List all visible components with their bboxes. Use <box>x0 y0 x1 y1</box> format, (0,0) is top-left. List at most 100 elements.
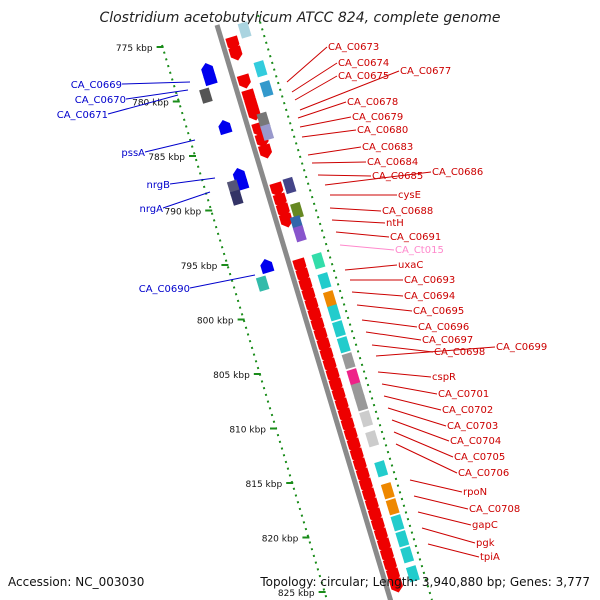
gene-label-ca-c0675: CA_C0675 <box>338 71 389 82</box>
gene-label-ca-c0690: CA_C0690 <box>139 284 190 295</box>
right-label-leader <box>351 291 404 297</box>
gene-label-nrga: nrgA <box>140 204 164 215</box>
tick-label-810-kbp: 810 kbp <box>229 426 266 436</box>
cog-block <box>336 336 351 354</box>
cog-block <box>390 514 405 532</box>
right-label-leader <box>377 371 432 378</box>
gene-label-cspr: cspR <box>432 372 456 383</box>
gene-label-pssa: pssA <box>121 148 145 159</box>
cog-block <box>253 60 268 78</box>
gene-label-rpon: rpoN <box>463 487 487 498</box>
right-label-leader <box>387 407 447 427</box>
cog-block <box>359 410 374 428</box>
gene-label-ca-c0705: CA_C0705 <box>454 452 505 463</box>
right-label-leader <box>427 543 480 558</box>
gene-label-ca-c0708: CA_C0708 <box>469 504 520 515</box>
inner-guide-line <box>161 44 328 600</box>
reverse-gene-arrow <box>269 181 284 197</box>
cog-block <box>282 176 297 195</box>
gene-label-ca-c0706: CA_C0706 <box>458 468 509 479</box>
right-label-leader <box>393 431 454 458</box>
right-label-leader <box>365 331 422 341</box>
right-label-leader <box>417 511 472 526</box>
tick-label-815-kbp: 815 kbp <box>246 480 283 490</box>
right-label-leader <box>297 101 347 119</box>
reverse-gene-arrow <box>236 73 251 89</box>
right-label-leader <box>381 383 438 395</box>
gene-label-ca-c0669: CA_C0669 <box>71 80 122 91</box>
cog-block <box>354 394 369 412</box>
cog-block <box>237 21 252 39</box>
reverse-gene-arrow <box>246 105 261 121</box>
gene-label-ca-c0673: CA_C0673 <box>328 42 379 53</box>
gene-label-ca-c0691: CA_C0691 <box>390 232 441 243</box>
gene-label-ca-c0686: CA_C0686 <box>432 167 483 178</box>
gene-label-ca-c0693: CA_C0693 <box>404 275 455 286</box>
right-label-leader <box>311 161 367 164</box>
cog-block <box>290 201 304 220</box>
genome-summary-text: Topology: circular; Length: 3,940,880 bp… <box>260 575 590 589</box>
gene-label-ca-c0684: CA_C0684 <box>367 157 418 168</box>
right-label-leader <box>344 264 398 271</box>
right-label-leader <box>421 527 476 544</box>
gene-label-tpia: tpiA <box>480 552 500 563</box>
map-title: Clostridium acetobutylicum ATCC 824, com… <box>99 10 501 26</box>
genome-backbone <box>214 24 394 600</box>
cog-block <box>405 565 420 583</box>
gene-label-ca-c0698: CA_C0698 <box>434 347 485 358</box>
tick-label-785-kbp: 785 kbp <box>148 153 185 163</box>
reverse-gene-arrow <box>388 577 403 593</box>
cog-block <box>327 304 342 322</box>
right-label-leader <box>324 171 432 186</box>
tick-label-820-kbp: 820 kbp <box>262 535 299 545</box>
cog-block <box>346 368 361 386</box>
left-label-leader <box>125 89 189 100</box>
right-label-leader <box>371 344 434 353</box>
tick-label-790-kbp: 790 kbp <box>165 208 202 218</box>
cog-block <box>341 352 356 370</box>
tick-label-775-kbp: 775 kbp <box>116 44 153 54</box>
gene-label-ca-c0695: CA_C0695 <box>413 306 464 317</box>
right-label-leader <box>301 129 357 138</box>
gene-label-nth: ntH <box>386 218 404 229</box>
right-label-leader <box>361 319 418 328</box>
cog-block <box>199 87 213 104</box>
tick-label-805-kbp: 805 kbp <box>213 371 250 381</box>
tick-label-825-kbp: 825 kbp <box>278 589 315 599</box>
left-label-leader <box>189 274 256 289</box>
tick-label-780-kbp: 780 kbp <box>132 99 169 109</box>
right-label-leader <box>294 75 338 101</box>
gene-label-uxac: uxaC <box>398 260 423 271</box>
reverse-gene-arrow <box>257 143 273 159</box>
gene-label-ca-c0699: CA_C0699 <box>496 342 547 353</box>
cog-block <box>255 275 270 292</box>
right-label-leader <box>409 479 463 493</box>
gene-label-cyse: cysE <box>398 190 421 201</box>
gene-label-ca-c0701: CA_C0701 <box>438 389 489 400</box>
feature-layer <box>199 21 420 593</box>
right-label-leader <box>329 207 382 212</box>
right-label-leader <box>391 419 450 442</box>
cog-block <box>385 498 400 516</box>
forward-gene-arrow <box>260 258 275 275</box>
gene-label-nrgb: nrgB <box>147 180 171 191</box>
cog-block <box>260 123 275 141</box>
right-label-leader <box>307 146 362 156</box>
gene-label-ca-ct015: CA_Ct015 <box>395 245 444 256</box>
tick-label-800-kbp: 800 kbp <box>197 317 234 327</box>
gene-label-pgk: pgk <box>476 538 495 549</box>
left-label-leader <box>162 191 211 209</box>
right-label-leader <box>339 244 395 251</box>
right-label-leader <box>413 495 469 510</box>
gene-label-ca-c0696: CA_C0696 <box>418 322 469 333</box>
reverse-gene-arrow <box>228 45 243 61</box>
gene-label-ca-c0683: CA_C0683 <box>362 142 413 153</box>
cog-block <box>332 320 346 338</box>
right-label-leader <box>317 174 372 177</box>
right-label-leader <box>375 346 496 357</box>
forward-gene-arrow <box>203 70 218 87</box>
gene-label-gapc: gapC <box>472 520 498 531</box>
right-label-leader <box>356 304 413 312</box>
